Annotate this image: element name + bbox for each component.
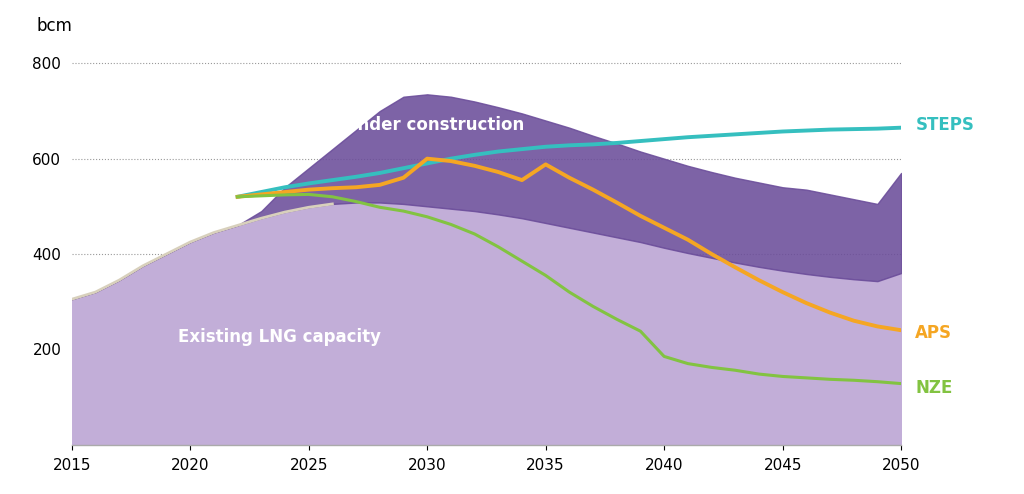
Text: STEPS: STEPS (915, 116, 974, 134)
Text: NZE: NZE (915, 379, 952, 397)
Text: bcm: bcm (36, 17, 72, 35)
Text: Under construction: Under construction (344, 116, 524, 134)
Text: APS: APS (915, 324, 952, 342)
Text: Existing LNG capacity: Existing LNG capacity (178, 328, 381, 346)
